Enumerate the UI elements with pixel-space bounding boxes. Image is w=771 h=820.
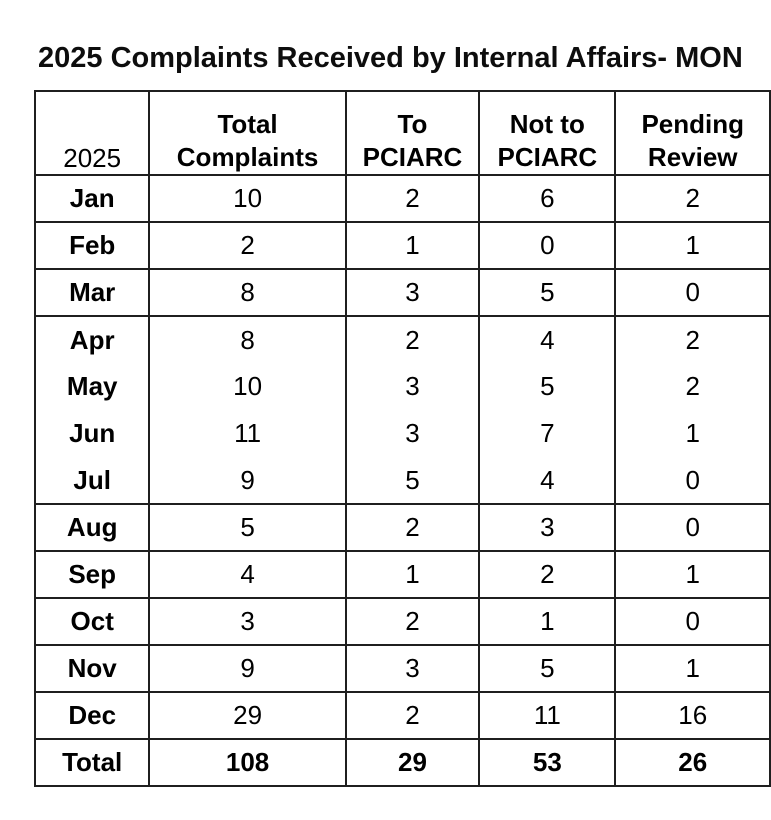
cell-pending-review: 2: [614, 363, 771, 410]
header-line: To: [397, 109, 428, 139]
header-row: 2025 Total Complaints To PCIARC Not to P…: [33, 91, 771, 176]
table-row-aug: Aug 5 2 3 0: [33, 504, 771, 552]
cell-total-complaints: 11: [148, 410, 347, 457]
cell-pending-review: 1: [614, 410, 771, 457]
cell-to-pciarc: 3: [344, 269, 481, 317]
cell-total-complaints: 2: [148, 222, 347, 270]
col-header-not-to-pciarc: Not to PCIARC: [478, 91, 617, 176]
total-label-cell: Total: [33, 739, 151, 786]
table-row-jun: Jun 11 3 7 1: [33, 410, 771, 457]
table-row-nov: Nov 9 3 5 1: [33, 645, 771, 693]
month-cell: Dec: [33, 692, 151, 740]
col-header-pending-review: Pending Review: [614, 91, 771, 176]
cell-to-pciarc: 2: [344, 175, 481, 223]
table-row-jan: Jan 10 2 6 2: [33, 175, 771, 223]
table-row-sep: Sep 4 1 2 1: [33, 551, 771, 599]
cell-pending-review: 0: [614, 269, 771, 317]
header-line: Not to: [509, 109, 585, 139]
cell-pending-review: 2: [614, 175, 771, 223]
cell-pending-review: 0: [614, 598, 771, 646]
month-cell: Jan: [33, 175, 151, 223]
cell-pending-review: 1: [614, 551, 771, 599]
cell-not-to-pciarc: 4: [478, 457, 617, 505]
complaints-table: 2025 Total Complaints To PCIARC Not to P…: [33, 90, 771, 787]
cell-total-complaints: 29: [148, 692, 347, 740]
cell-to-pciarc: 1: [344, 551, 481, 599]
cell-not-to-pciarc: 5: [478, 645, 617, 693]
cell-not-to-pciarc: 1: [478, 598, 617, 646]
cell-total-complaints: 8: [148, 316, 347, 363]
cell-total-complaints: 9: [148, 645, 347, 693]
cell-not-to-pciarc: 5: [478, 269, 617, 317]
cell-not-to-pciarc: 6: [478, 175, 617, 223]
cell-pending-review: 16: [614, 692, 771, 740]
cell-to-pciarc: 3: [344, 363, 481, 410]
header-line: PCIARC: [362, 142, 463, 172]
month-cell: Apr: [33, 316, 151, 363]
cell-not-to-pciarc: 0: [478, 222, 617, 270]
cell-pending-review: 26: [614, 739, 771, 786]
header-line: Complaints: [176, 142, 319, 172]
cell-not-to-pciarc: 53: [478, 739, 617, 786]
cell-pending-review: 1: [614, 222, 771, 270]
cell-not-to-pciarc: 2: [478, 551, 617, 599]
month-cell: Aug: [33, 504, 151, 552]
cell-total-complaints: 10: [148, 175, 347, 223]
cell-not-to-pciarc: 7: [478, 410, 617, 457]
cell-to-pciarc: 3: [344, 645, 481, 693]
page-title: 2025 Complaints Received by Internal Aff…: [38, 42, 743, 74]
cell-total-complaints: 10: [148, 363, 347, 410]
cell-pending-review: 1: [614, 645, 771, 693]
cell-not-to-pciarc: 5: [478, 363, 617, 410]
cell-to-pciarc: 5: [344, 457, 481, 505]
cell-total-complaints: 8: [148, 269, 347, 317]
cell-to-pciarc: 2: [344, 692, 481, 740]
month-cell: Jul: [33, 457, 151, 505]
table-row-total: Total 108 29 53 26: [33, 739, 771, 786]
month-cell: Feb: [33, 222, 151, 270]
table-row-dec: Dec 29 2 11 16: [33, 692, 771, 740]
cell-total-complaints: 4: [148, 551, 347, 599]
month-cell: Nov: [33, 645, 151, 693]
table-row-feb: Feb 2 1 0 1: [33, 222, 771, 270]
cell-to-pciarc: 2: [344, 504, 481, 552]
table-row-apr: Apr 8 2 4 2: [33, 316, 771, 363]
table-row-jul: Jul 9 5 4 0: [33, 457, 771, 505]
cell-to-pciarc: 3: [344, 410, 481, 457]
cell-not-to-pciarc: 11: [478, 692, 617, 740]
header-line: Total: [217, 109, 278, 139]
table-row-mar: Mar 8 3 5 0: [33, 269, 771, 317]
month-cell: Oct: [33, 598, 151, 646]
cell-not-to-pciarc: 4: [478, 316, 617, 363]
col-header-to-pciarc: To PCIARC: [344, 91, 481, 176]
col-header-total-complaints: Total Complaints: [148, 91, 347, 176]
month-cell: May: [33, 363, 151, 410]
cell-total-complaints: 108: [148, 739, 347, 786]
cell-pending-review: 2: [614, 316, 771, 363]
table-row-may: May 10 3 5 2: [33, 363, 771, 410]
header-line: Review: [647, 142, 738, 172]
cell-pending-review: 0: [614, 504, 771, 552]
cell-total-complaints: 5: [148, 504, 347, 552]
header-line: Pending: [641, 109, 744, 139]
table-row-oct: Oct 3 2 1 0: [33, 598, 771, 646]
cell-to-pciarc: 2: [344, 316, 481, 363]
cell-pending-review: 0: [614, 457, 771, 505]
month-cell: Mar: [33, 269, 151, 317]
cell-total-complaints: 3: [148, 598, 347, 646]
month-cell: Jun: [33, 410, 151, 457]
year-header-cell: 2025: [33, 91, 151, 176]
cell-total-complaints: 9: [148, 457, 347, 505]
header-line: PCIARC: [497, 142, 598, 172]
cell-not-to-pciarc: 3: [478, 504, 617, 552]
cell-to-pciarc: 29: [344, 739, 481, 786]
month-cell: Sep: [33, 551, 151, 599]
cell-to-pciarc: 2: [344, 598, 481, 646]
cell-to-pciarc: 1: [344, 222, 481, 270]
